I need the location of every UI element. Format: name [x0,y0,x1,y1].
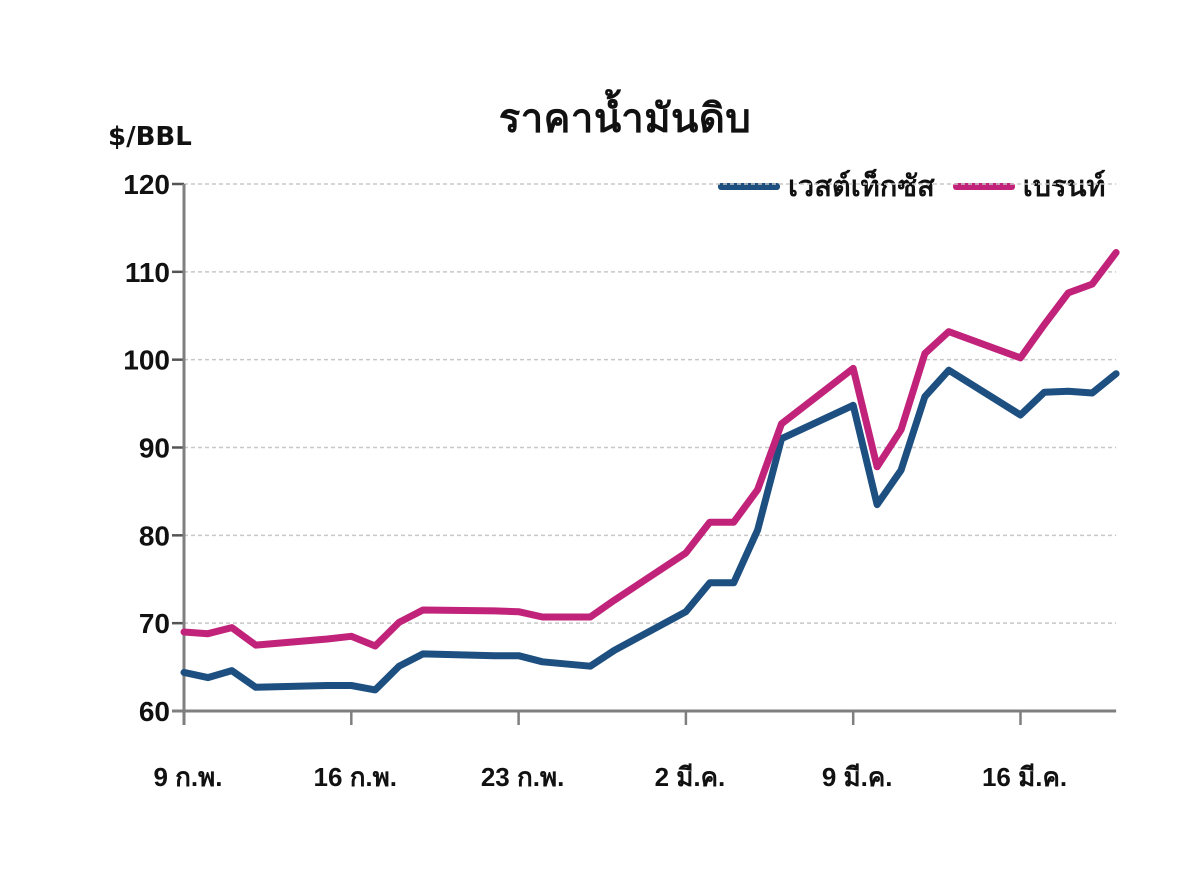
series-lines [180,249,1120,694]
y-tick-label: 120 [123,169,170,200]
x-tick-label: 16 ก.พ. [314,762,397,792]
y-tick-label: 90 [139,433,170,464]
chart-title: ราคาน้ำมันดิบ [498,96,752,142]
x-tick-label: 9 ก.พ. [153,762,222,792]
x-tick-label: 23 ก.พ. [481,762,564,792]
y-tick-label: 80 [139,520,170,551]
legend-swatch-brent [952,182,1015,190]
legend-label-brent: เบรนท์ [1022,169,1106,203]
series-line-brent [180,249,1120,650]
x-tick-label: 2 มี.ค. [655,762,726,792]
y-axis-unit-label: $/BBL [108,122,192,152]
legend-label-wti: เวสต์เท็กซัส [788,169,935,203]
y-axis: 60 70 80 90 100 110 120 [123,169,186,727]
gridlines [184,183,1117,624]
y-tick-label: 100 [123,345,170,376]
legend-item-brent: เบรนท์ [952,163,1106,209]
x-tick-label: 9 มี.ค. [822,762,893,792]
x-tick-label: 16 มี.ค. [982,762,1067,792]
legend-item-wti: เวสต์เท็กซัส [718,163,935,209]
legend: เวสต์เท็กซัส เบรนท์ [718,163,1124,209]
series-line-wti [180,366,1120,694]
legend-swatch-wti [718,182,780,190]
y-tick-label: 60 [139,696,170,727]
y-tick-label: 110 [125,257,170,288]
y-tick-label: 70 [139,608,170,639]
x-axis: 9 ก.พ. 16 ก.พ. 23 ก.พ. 2 มี.ค. 9 มี.ค. 16 มี.… [153,709,1117,792]
